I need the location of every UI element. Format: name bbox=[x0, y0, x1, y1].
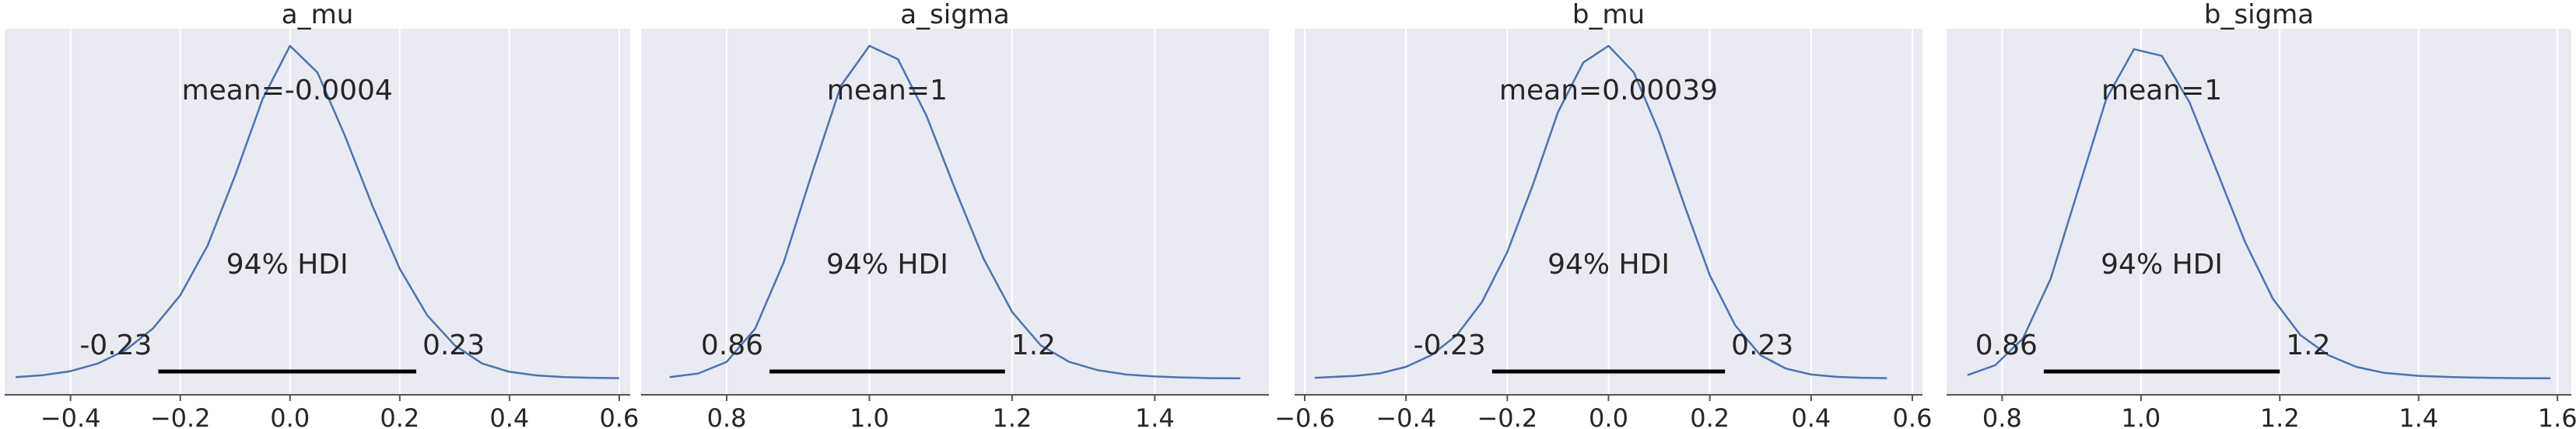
x-tick-label: 0.0 bbox=[1589, 403, 1628, 429]
mean-label: mean=1 bbox=[2101, 75, 2222, 106]
x-tick-label: −0.2 bbox=[1477, 403, 1537, 429]
hdi-high-label: 0.23 bbox=[1731, 330, 1793, 361]
panel-a_mu: −0.4 −0.2 0.0 0.2 0.4 0.6 a_mu mean=-0.0004 94% … bbox=[5, 0, 639, 429]
panel-b_mu: −0.6 −0.4 −0.2 0.0 0.2 0.4 0.6 b_mu mean=0.00039… bbox=[1274, 0, 1932, 429]
hdi-high-label: 0.23 bbox=[422, 330, 485, 361]
density-curve bbox=[16, 44, 619, 379]
hdi-low-label: 0.86 bbox=[701, 330, 763, 361]
plot-background bbox=[5, 29, 630, 395]
panel-title: b_mu bbox=[1572, 0, 1645, 30]
x-tick-label: 0.6 bbox=[599, 403, 639, 429]
x-tick-label: 0.2 bbox=[1690, 403, 1730, 429]
panel-title: a_sigma bbox=[900, 0, 1010, 30]
density-curve bbox=[1967, 48, 2551, 380]
x-tick-label: 0.8 bbox=[1982, 403, 2022, 429]
hdi-label: 94% HDI bbox=[226, 249, 349, 281]
x-tick-label: −0.2 bbox=[150, 403, 211, 429]
density-curve bbox=[669, 44, 1241, 380]
hdi-high-label: 1.2 bbox=[1011, 330, 1056, 361]
x-tick-label: 1.2 bbox=[2260, 403, 2300, 429]
x-tick-label: −0.6 bbox=[1274, 403, 1335, 429]
hdi-low-label: -0.23 bbox=[1414, 330, 1486, 361]
panel-b_sigma: 0.8 1.0 1.2 1.4 1.6 b_sigma mean=1 94% HDI 0.86 1… bbox=[1947, 0, 2576, 429]
panel-title: b_sigma bbox=[2204, 0, 2314, 30]
mean-label: mean=1 bbox=[827, 75, 948, 106]
panel-a_sigma: 0.8 1.0 1.2 1.4 a_sigma mean=1 94% HDI 0.86 1.2 bbox=[641, 0, 1269, 429]
mean-label: mean=0.00039 bbox=[1499, 75, 1718, 106]
hdi-label: 94% HDI bbox=[2101, 249, 2223, 281]
x-tick-label: 1.0 bbox=[2121, 403, 2161, 429]
hdi-low-label: 0.86 bbox=[1975, 330, 2038, 361]
density-curve bbox=[1314, 44, 1887, 379]
x-tick-label: 1.4 bbox=[2399, 403, 2438, 429]
mean-label: mean=-0.0004 bbox=[182, 75, 393, 106]
x-tick-label: 1.2 bbox=[992, 403, 1032, 429]
plot-background bbox=[1947, 29, 2571, 395]
x-tick-label: −0.4 bbox=[1376, 403, 1436, 429]
x-tick-label: 0.6 bbox=[1893, 403, 1933, 429]
x-tick-label: 0.0 bbox=[270, 403, 310, 429]
x-tick-label: −0.4 bbox=[40, 403, 101, 429]
hdi-label: 94% HDI bbox=[826, 249, 948, 281]
plot-background bbox=[641, 29, 1269, 395]
x-tick-label: 0.4 bbox=[489, 403, 529, 429]
x-tick-label: 0.2 bbox=[380, 403, 419, 429]
hdi-low-label: -0.23 bbox=[79, 330, 152, 361]
hdi-label: 94% HDI bbox=[1547, 249, 1670, 281]
x-tick-label: 0.8 bbox=[707, 403, 747, 429]
x-tick-label: 1.4 bbox=[1135, 403, 1175, 429]
x-tick-label: 1.6 bbox=[2538, 403, 2576, 429]
x-tick-label: 0.4 bbox=[1791, 403, 1831, 429]
x-tick-label: 1.0 bbox=[850, 403, 889, 429]
hdi-high-label: 1.2 bbox=[2286, 330, 2330, 361]
panel-title: a_mu bbox=[282, 0, 354, 30]
